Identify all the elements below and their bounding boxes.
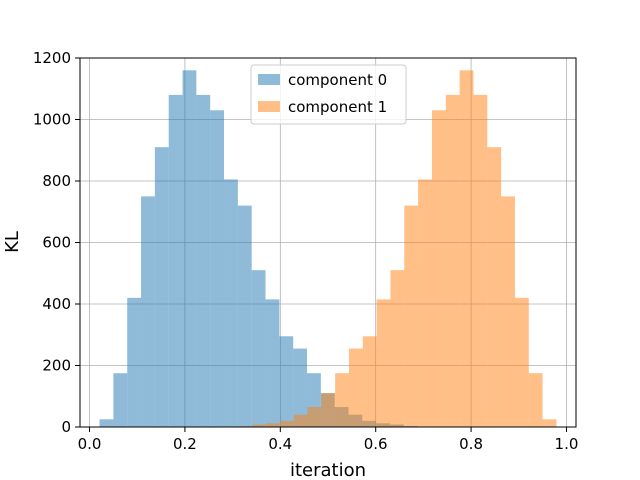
- bar-component-1-bin-18: [487, 147, 502, 428]
- legend-label-component-0: component 0: [288, 71, 387, 89]
- bar-component-1-bin-6: [321, 393, 336, 427]
- bar-component-1-bin-15: [445, 94, 460, 428]
- bar-component-1-bin-10: [376, 299, 391, 427]
- bar-component-1-bin-3: [279, 420, 294, 427]
- bar-component-1-bin-13: [418, 179, 432, 427]
- bar-component-1-bin-14: [431, 110, 446, 428]
- bar-component-1-bin-11: [390, 270, 405, 427]
- bar-component-0-bin-2: [127, 297, 142, 427]
- x-tick-label-3: 0.6: [364, 435, 388, 453]
- bar-component-0-bin-9: [224, 179, 238, 427]
- bar-component-1-bin-19: [501, 196, 515, 427]
- bar-component-1-bin-8: [348, 348, 363, 427]
- y-tick-label-2: 400: [42, 295, 71, 313]
- y-axis-ticks: 0 200 400 600 800 1000 1200: [33, 49, 80, 436]
- histogram-bars: [99, 70, 557, 428]
- y-tick-label-6: 1200: [33, 49, 71, 67]
- bar-component-1-bin-7: [335, 373, 349, 427]
- y-tick-label-4: 800: [42, 172, 71, 190]
- y-tick-label-0: 0: [61, 418, 71, 436]
- bar-component-0-bin-13: [279, 336, 294, 427]
- y-axis-label: KL: [2, 231, 23, 253]
- bar-component-1-bin-1: [252, 424, 266, 427]
- x-tick-label-5: 1.0: [555, 435, 579, 453]
- legend-swatch-component-0: [258, 74, 280, 85]
- bar-component-0-bin-7: [196, 94, 211, 428]
- x-axis-label: iteration: [290, 460, 366, 480]
- legend-label-component-1: component 1: [288, 98, 387, 116]
- bar-component-1-bin-17: [473, 94, 488, 428]
- bar-component-0-bin-1: [113, 373, 128, 427]
- legend-swatch-component-1: [258, 101, 280, 112]
- bar-component-1-bin-4: [293, 414, 308, 427]
- bar-component-0-bin-4: [154, 147, 169, 428]
- y-tick-label-5: 1000: [33, 111, 71, 129]
- bar-component-0-bin-0: [99, 419, 114, 427]
- bar-component-0-bin-10: [237, 205, 252, 427]
- bar-component-1-bin-5: [307, 407, 322, 427]
- y-tick-label-1: 200: [42, 357, 71, 375]
- bar-component-0-bin-8: [210, 110, 225, 428]
- bar-component-0-bin-12: [265, 299, 280, 427]
- x-tick-label-1: 0.2: [173, 435, 197, 453]
- bar-component-0-bin-11: [251, 270, 266, 427]
- legend-box: [250, 64, 407, 125]
- bar-component-0-bin-14: [293, 348, 308, 427]
- bar-component-1-bin-22: [542, 419, 557, 427]
- bar-component-0-bin-6: [182, 70, 197, 428]
- bar-component-0-bin-5: [168, 94, 183, 428]
- legend: component 0 component 1: [250, 64, 407, 125]
- x-axis-ticks: 0.0 0.2 0.4 0.6 0.8 1.0: [78, 427, 579, 453]
- x-tick-label-4: 0.8: [459, 435, 483, 453]
- bar-component-1-bin-2: [266, 423, 280, 427]
- bar-component-1-bin-21: [528, 373, 543, 427]
- bar-component-1-bin-16: [459, 70, 474, 428]
- bar-component-0-bin-3: [141, 196, 155, 427]
- bar-component-1-bin-12: [404, 205, 419, 427]
- x-tick-label-0: 0.0: [78, 435, 102, 453]
- bar-component-1-bin-20: [514, 297, 529, 427]
- bar-component-1-bin-9: [362, 336, 377, 427]
- x-tick-label-2: 0.4: [268, 435, 292, 453]
- y-tick-label-3: 600: [42, 234, 71, 252]
